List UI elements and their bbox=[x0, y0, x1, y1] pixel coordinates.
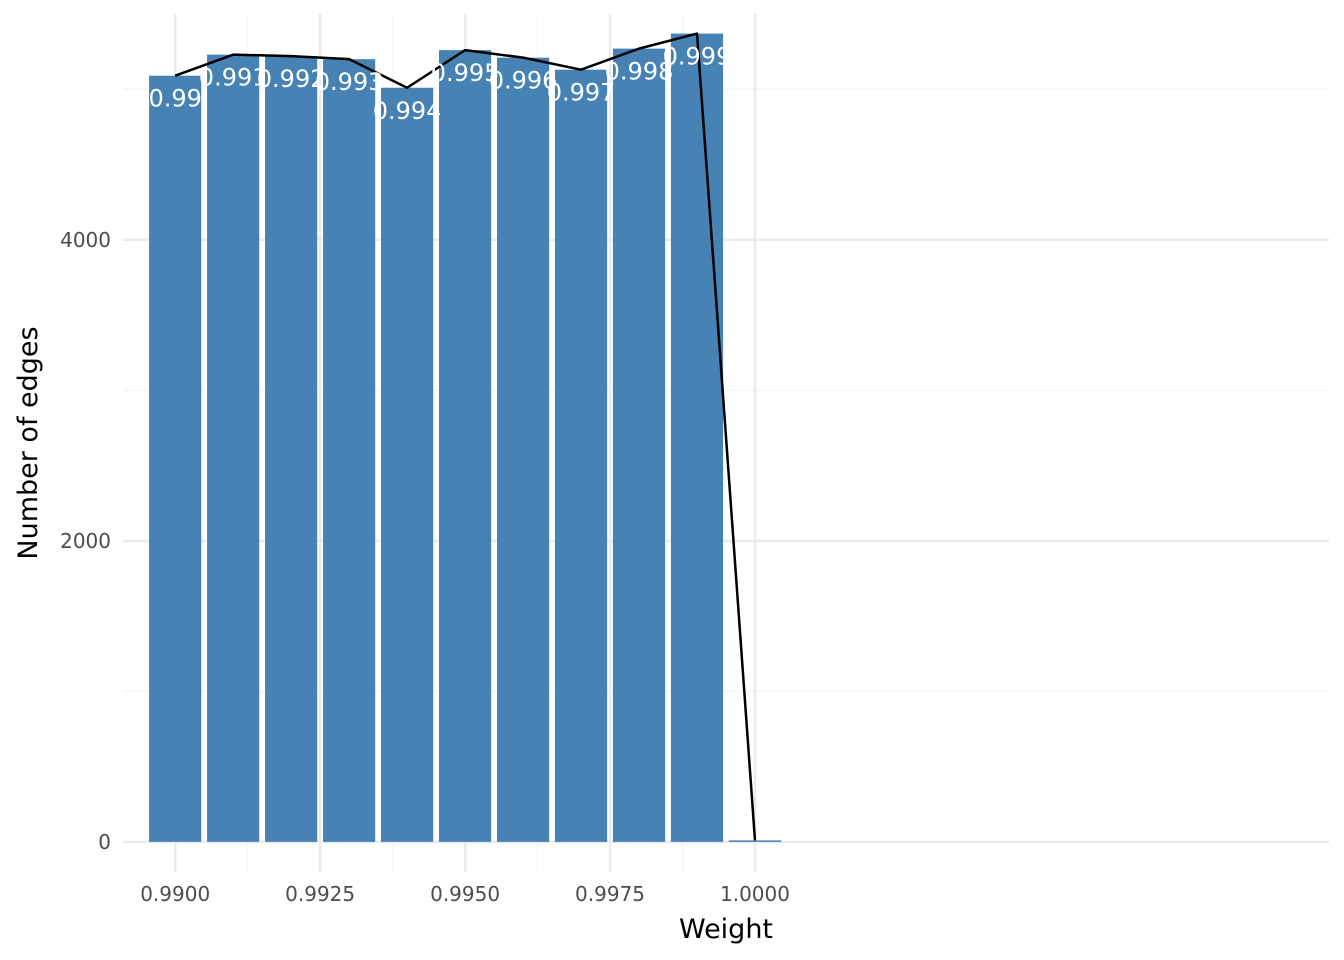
y-tick-label: 4000 bbox=[60, 228, 111, 252]
bar-value-label: 0.997 bbox=[547, 79, 616, 107]
trend-line-group bbox=[174, 32, 757, 841]
bar-value-label: 0.998 bbox=[605, 58, 674, 86]
x-tick-label: 1.0000 bbox=[720, 882, 790, 906]
bar bbox=[496, 57, 550, 842]
y-axis-title: Number of edges bbox=[13, 326, 44, 559]
bar bbox=[728, 840, 782, 842]
x-tick-label: 0.9950 bbox=[430, 882, 500, 906]
bar-value-label: 0.995 bbox=[431, 59, 500, 87]
x-tick-label: 0.9975 bbox=[575, 882, 645, 906]
bar bbox=[265, 56, 318, 842]
y-tick-label: 0 bbox=[98, 830, 111, 854]
bar-value-label: 0.99 bbox=[148, 85, 201, 113]
y-tick-label: 2000 bbox=[60, 529, 111, 553]
bar-value-label: 0.991 bbox=[199, 64, 268, 92]
bar-value-label: 0.992 bbox=[257, 65, 326, 93]
bar-value-label: 0.993 bbox=[315, 68, 384, 96]
bar bbox=[207, 54, 260, 842]
bars bbox=[149, 33, 782, 842]
x-axis-title: Weight bbox=[679, 914, 773, 945]
bar bbox=[438, 50, 492, 842]
bar-value-label: 0.996 bbox=[489, 67, 558, 95]
bar bbox=[381, 87, 434, 842]
bar-value-label: 0.999 bbox=[663, 43, 732, 71]
bar bbox=[554, 69, 608, 842]
bar-value-label: 0.994 bbox=[373, 97, 442, 125]
bar bbox=[612, 48, 666, 842]
x-tick-label: 0.9900 bbox=[140, 882, 210, 906]
x-axis-ticks: 0.9900 0.9925 0.9950 0.9975 1.0000 bbox=[140, 882, 790, 906]
bar bbox=[323, 59, 376, 842]
trend-line bbox=[174, 32, 757, 841]
y-axis-ticks: 0 2000 4000 bbox=[60, 228, 111, 854]
x-tick-label: 0.9925 bbox=[285, 882, 355, 906]
bar-labels: 0.990.9910.9920.9930.9940.9950.9960.9970… bbox=[148, 43, 731, 125]
bar bbox=[670, 33, 724, 842]
bar bbox=[149, 75, 202, 842]
